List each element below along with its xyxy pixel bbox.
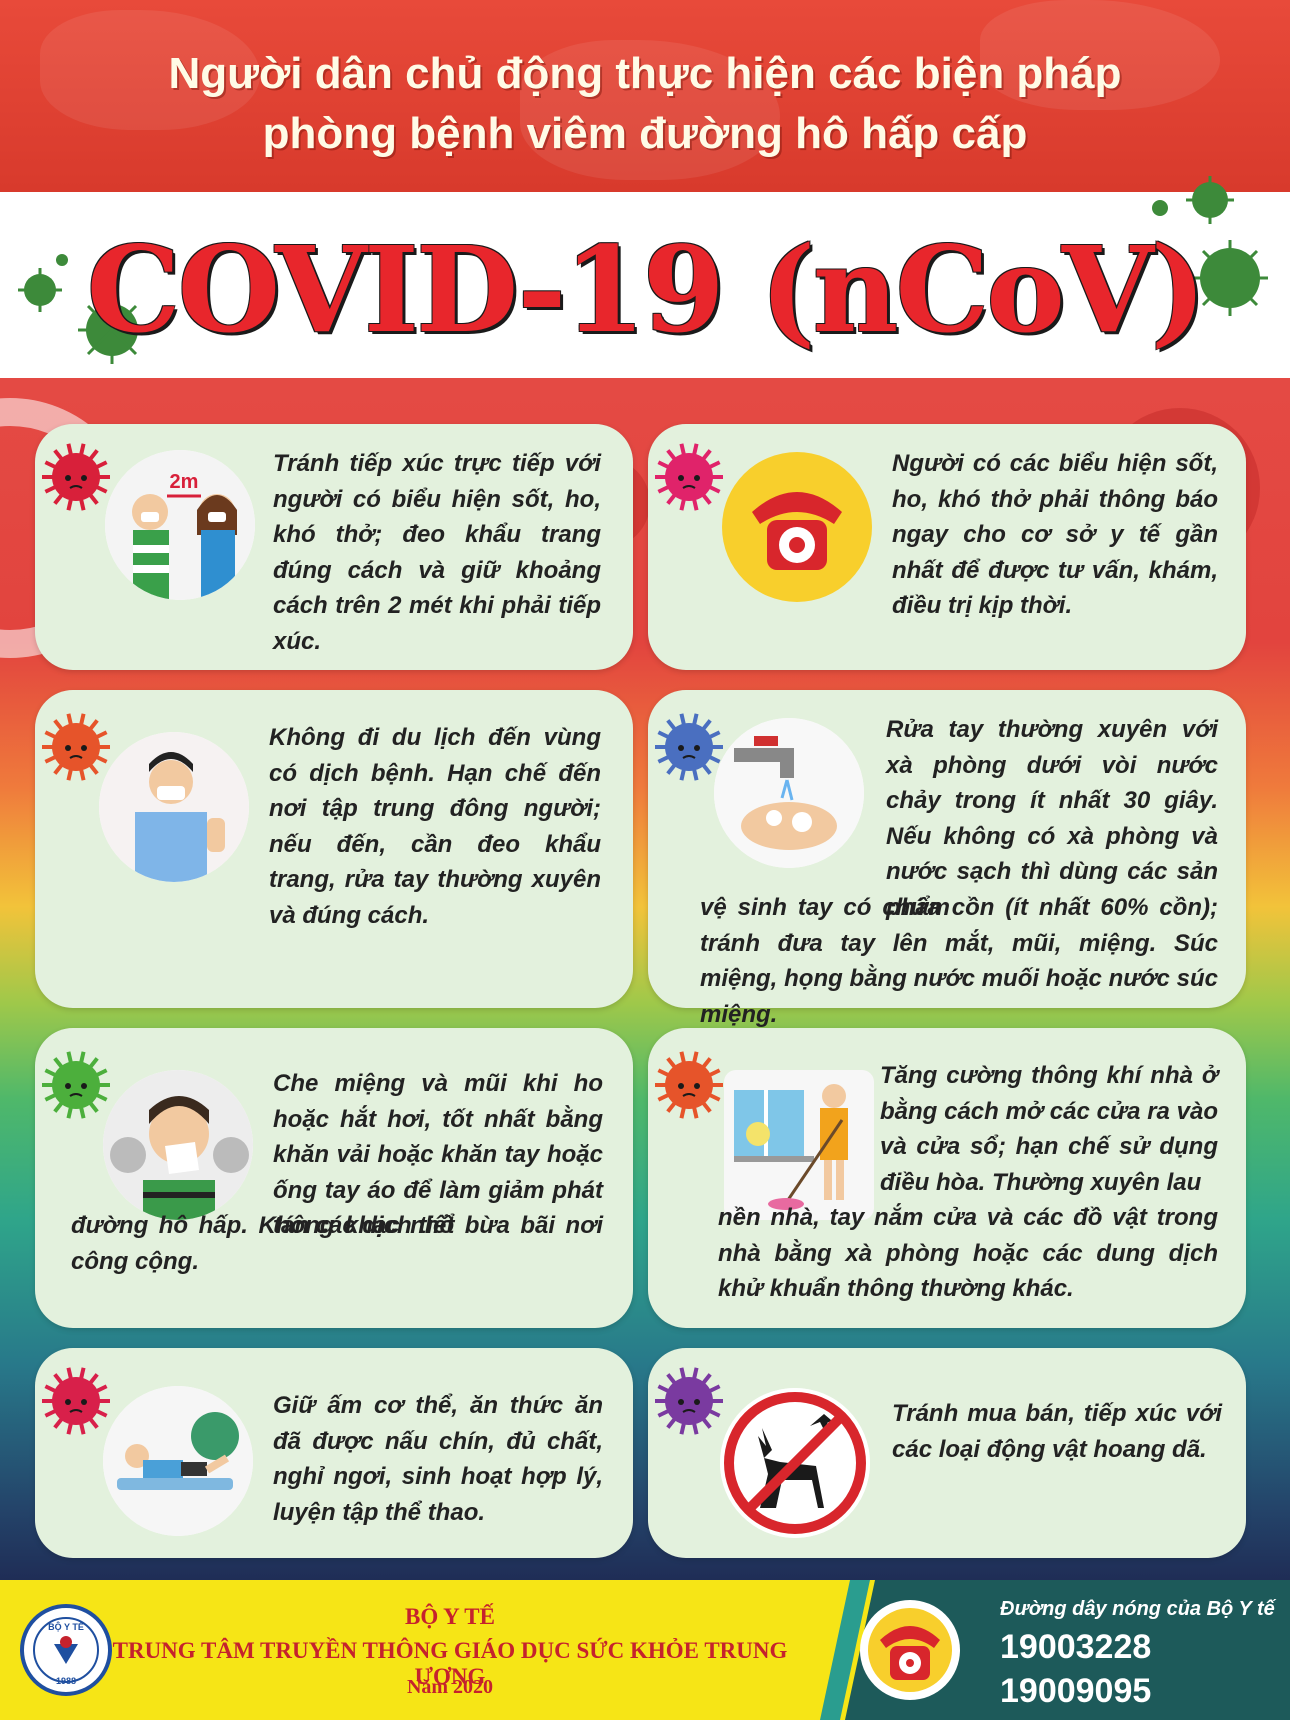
- sneezing-man-tissue-icon: [103, 1070, 253, 1220]
- ministry-logo-icon: BỘ Y TẾ 1988: [20, 1604, 112, 1696]
- virus-badge-icon: [655, 1367, 723, 1435]
- tip-text-continued: vệ sinh tay có chứa cồn (ít nhất 60% cồn…: [700, 894, 1218, 1028]
- tip-text-continued: đường hô hấp. Không khạc nhổ bừa bãi nơi…: [71, 1212, 603, 1275]
- woman-mopping-window-icon: [724, 1070, 874, 1220]
- virus-badge-icon: [655, 1051, 723, 1119]
- world-map-shape: [980, 0, 1220, 110]
- footer-ministry: BỘ Y TẾ: [405, 1604, 495, 1629]
- tip-text: Người có các biểu hiện sốt, ho, khó thở …: [892, 450, 1218, 619]
- tip-text: Che miệng và mũi khi ho hoặc hắt hơi, tố…: [273, 1070, 603, 1239]
- hotline-phone-icon: [860, 1600, 960, 1700]
- virus-badge-icon: [655, 443, 723, 511]
- tip-card-avoid-contact: 2m Tránh tiếp xúc trực tiếp với người có…: [35, 424, 633, 670]
- distance-label: 2m: [170, 471, 199, 493]
- header-line-2: phòng bệnh viêm đường hô hấp cấp: [262, 109, 1028, 158]
- green-virus-icon: [1152, 176, 1268, 316]
- tip-card-cover-cough: Che miệng và mũi khi ho hoặc hắt hơi, tố…: [35, 1028, 633, 1328]
- logo-year: 1988: [56, 1676, 76, 1686]
- world-map-shape: [520, 40, 780, 180]
- header-banner: [0, 0, 1290, 192]
- tip-text: Tăng cường thông khí nhà ở bằng cách mở …: [880, 1062, 1218, 1196]
- tip-card-avoid-travel: Không đi du lịch đến vùng có dịch bệnh. …: [35, 690, 633, 1008]
- covid-title: COVID-19 (nCoV): [86, 220, 1207, 359]
- hotline-label: Đường dây nóng của Bộ Y tế: [1000, 1598, 1275, 1620]
- red-telephone-icon: [722, 452, 872, 602]
- green-virus-icon: [18, 254, 146, 364]
- tip-text: Tránh mua bán, tiếp xúc với các loại độn…: [892, 1400, 1222, 1463]
- no-wild-animals-icon: [720, 1388, 870, 1538]
- virus-badge-icon: [42, 1051, 110, 1119]
- hotline-number-2[interactable]: 19009095: [1000, 1672, 1152, 1710]
- tip-card-avoid-wild-animals: Tránh mua bán, tiếp xúc với các loại độn…: [648, 1348, 1246, 1558]
- distance-masks-icon: 2m: [105, 450, 255, 600]
- footer-year: Năm 2020: [406, 1676, 494, 1698]
- title-band: [0, 192, 1290, 378]
- virus-badge-icon: [655, 713, 723, 781]
- tip-text: Giữ ấm cơ thể, ăn thức ăn đã được nấu ch…: [273, 1392, 603, 1526]
- virus-badge-icon: [42, 1367, 110, 1435]
- tip-text: Rửa tay thường xuyên với xà phòng dưới v…: [886, 716, 1218, 921]
- virus-badge-icon: [42, 443, 110, 511]
- logo-text: BỘ Y TẾ: [48, 1621, 84, 1632]
- man-exercising-ball-icon: [103, 1386, 253, 1536]
- hand-washing-tap-icon: [714, 718, 864, 868]
- tip-card-ventilation-cleaning: Tăng cường thông khí nhà ở bằng cách mở …: [648, 1028, 1246, 1328]
- tip-text: Không đi du lịch đến vùng có dịch bệnh. …: [269, 724, 601, 929]
- tip-card-report-symptoms: Người có các biểu hiện sốt, ho, khó thở …: [648, 424, 1246, 670]
- hotline-number-1[interactable]: 19003228: [1000, 1628, 1152, 1666]
- tip-card-healthy-living: Giữ ấm cơ thể, ăn thức ăn đã được nấu ch…: [35, 1348, 633, 1558]
- tip-card-hand-washing: Rửa tay thường xuyên với xà phòng dưới v…: [648, 690, 1246, 1028]
- tip-text-continued: nền nhà, tay nắm cửa và các đồ vật trong…: [718, 1204, 1218, 1302]
- virus-badge-icon: [42, 713, 110, 781]
- footer-center-name: TRUNG TÂM TRUYỀN THÔNG GIÁO DỤC SỨC KHỎE…: [112, 1638, 788, 1689]
- header-line-1: Người dân chủ động thực hiện các biện ph…: [168, 49, 1122, 98]
- world-map-shape: [40, 10, 260, 130]
- man-with-mask-stop-hand-icon: [99, 732, 249, 882]
- tip-text: Tránh tiếp xúc trực tiếp với người có bi…: [273, 450, 601, 655]
